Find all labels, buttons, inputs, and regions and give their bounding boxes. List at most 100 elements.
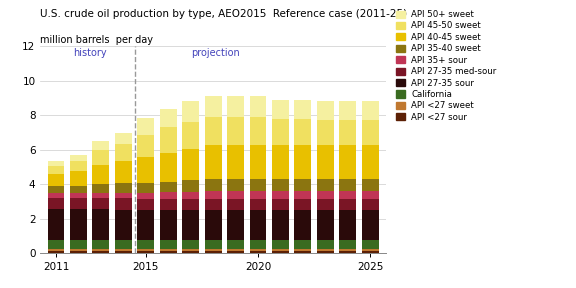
Bar (93, 251, 109, 253)
Bar (70, 171, 87, 185)
Bar (317, 179, 334, 191)
Bar (362, 249, 378, 251)
Bar (115, 144, 132, 161)
Bar (294, 119, 311, 145)
Bar (317, 210, 334, 240)
Bar (294, 179, 311, 191)
Bar (249, 179, 267, 191)
Bar (294, 100, 311, 119)
Bar (160, 249, 177, 251)
Bar (182, 180, 199, 192)
Bar (182, 192, 199, 199)
Bar (70, 161, 87, 171)
Bar (249, 251, 267, 253)
Bar (272, 100, 289, 119)
Bar (93, 141, 109, 150)
Bar (48, 240, 65, 249)
Bar (294, 145, 311, 179)
Bar (70, 209, 87, 240)
Bar (294, 240, 311, 249)
Bar (48, 186, 65, 193)
Bar (339, 145, 356, 179)
Bar (138, 199, 154, 210)
Bar (204, 191, 222, 199)
Bar (48, 193, 65, 198)
Bar (294, 251, 311, 253)
Bar (48, 249, 65, 251)
Bar (227, 240, 244, 249)
Bar (160, 240, 177, 249)
Bar (339, 120, 356, 145)
Bar (227, 251, 244, 253)
Bar (272, 240, 289, 249)
Bar (339, 179, 356, 191)
Bar (115, 161, 132, 183)
Bar (160, 109, 177, 128)
Bar (249, 118, 267, 145)
Bar (204, 240, 222, 249)
Bar (294, 199, 311, 210)
Bar (70, 249, 87, 251)
Bar (272, 251, 289, 253)
Bar (294, 210, 311, 240)
Bar (138, 118, 154, 135)
Bar (317, 191, 334, 199)
Bar (48, 161, 65, 166)
Bar (48, 209, 65, 240)
Bar (115, 198, 132, 210)
Bar (182, 249, 199, 251)
Bar (317, 120, 334, 145)
Bar (272, 199, 289, 210)
Bar (182, 251, 199, 253)
Bar (339, 210, 356, 240)
Bar (182, 122, 199, 149)
Bar (70, 251, 87, 253)
Bar (138, 194, 154, 199)
Bar (294, 191, 311, 199)
Bar (115, 249, 132, 251)
Bar (339, 251, 356, 253)
Bar (70, 185, 87, 193)
Bar (160, 153, 177, 181)
Bar (138, 183, 154, 194)
Bar (204, 96, 222, 118)
Bar (115, 193, 132, 198)
Bar (138, 240, 154, 249)
Bar (249, 199, 267, 210)
Bar (227, 118, 244, 145)
Bar (70, 198, 87, 209)
Text: history: history (73, 48, 107, 58)
Bar (339, 199, 356, 210)
Bar (160, 192, 177, 199)
Bar (362, 199, 378, 210)
Bar (294, 249, 311, 251)
Bar (70, 240, 87, 249)
Bar (93, 198, 109, 209)
Bar (204, 199, 222, 210)
Bar (249, 96, 267, 118)
Bar (204, 179, 222, 191)
Bar (317, 249, 334, 251)
Bar (48, 198, 65, 209)
Bar (115, 240, 132, 249)
Bar (227, 199, 244, 210)
Text: U.S. crude oil production by type, AEO2015  Reference case (2011-25): U.S. crude oil production by type, AEO20… (40, 9, 407, 19)
Bar (317, 101, 334, 120)
Legend: API 50+ sweet, API 45-50 sweet, API 40-45 sweet, API 35-40 sweet, API 35+ sour, : API 50+ sweet, API 45-50 sweet, API 40-4… (396, 10, 497, 122)
Bar (272, 249, 289, 251)
Bar (115, 251, 132, 253)
Bar (160, 199, 177, 210)
Bar (272, 191, 289, 199)
Bar (160, 251, 177, 253)
Bar (115, 210, 132, 240)
Bar (317, 240, 334, 249)
Bar (160, 128, 177, 153)
Bar (160, 210, 177, 240)
Bar (317, 251, 334, 253)
Bar (204, 251, 222, 253)
Bar (339, 101, 356, 120)
Bar (70, 155, 87, 161)
Text: million barrels  per day: million barrels per day (40, 35, 153, 45)
Bar (339, 191, 356, 199)
Bar (362, 120, 378, 145)
